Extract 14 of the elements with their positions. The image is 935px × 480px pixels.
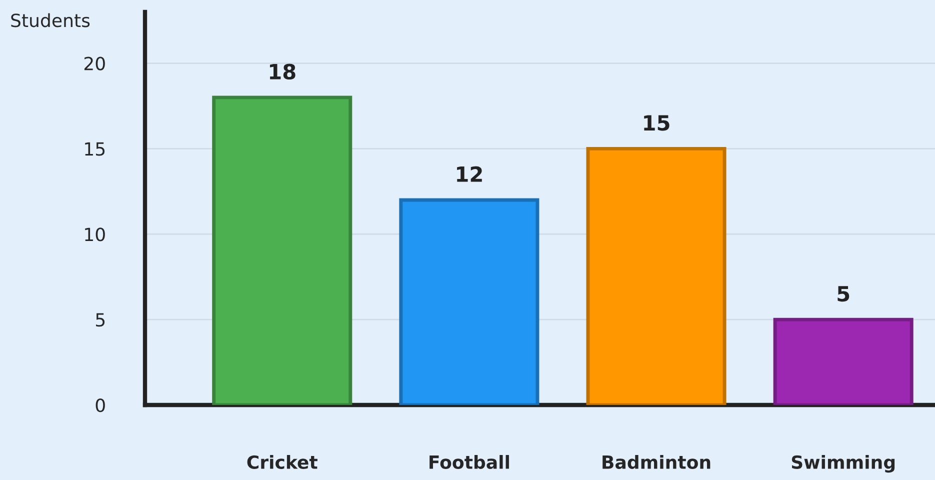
y-tick-label: 5 (96, 313, 105, 327)
y-tick-label: 20 (84, 56, 105, 70)
y-tick-label: 0 (96, 398, 105, 412)
data-label: 5 (838, 286, 850, 302)
data-label: 12 (457, 166, 482, 182)
data-label: 18 (270, 64, 296, 80)
y-tick-label: 10 (85, 228, 105, 242)
data-label: 15 (644, 115, 670, 131)
x-tick-label: Swimming (792, 455, 895, 473)
x-tick-label: Football (430, 455, 509, 469)
x-tick-label: Cricket (247, 455, 318, 469)
y-tick-label: 15 (85, 142, 105, 156)
y-axis-title: Students (11, 13, 90, 28)
x-tick-label: Badminton (602, 455, 710, 469)
